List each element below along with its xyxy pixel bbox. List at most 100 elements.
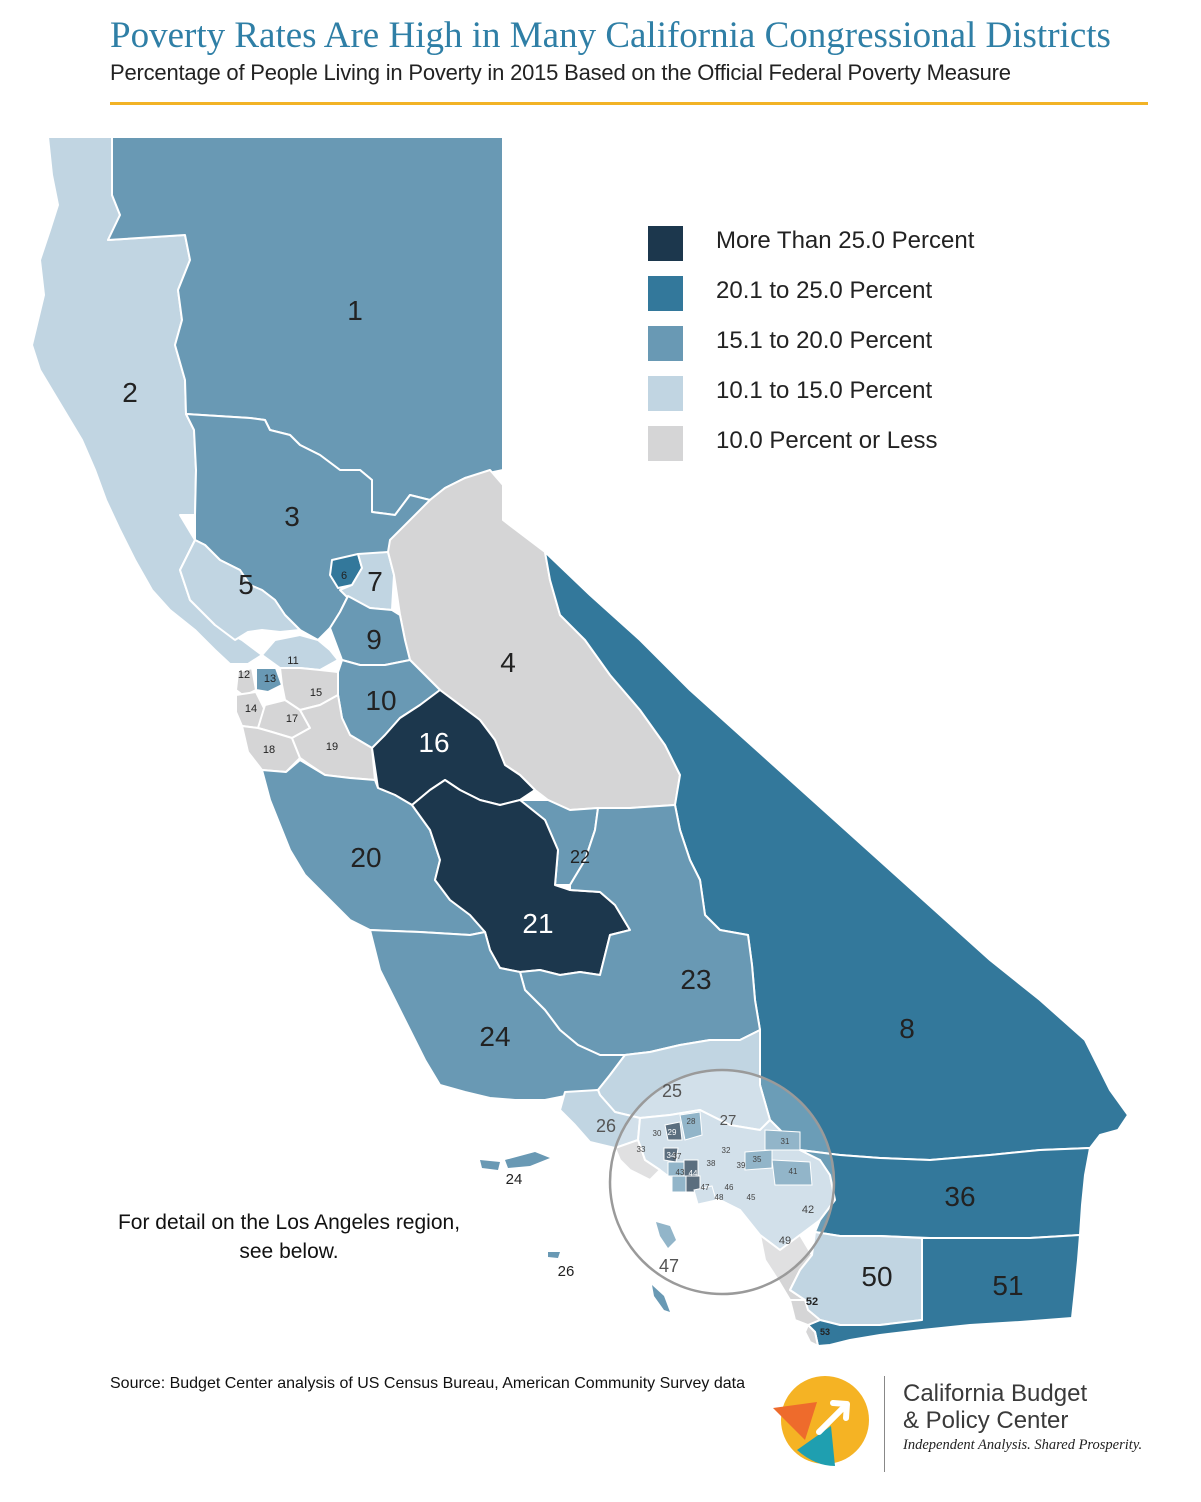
- islands: [480, 1152, 676, 1312]
- logo-orange-wedge: [773, 1402, 817, 1440]
- label-20: 20: [350, 842, 381, 873]
- district-11: [261, 634, 339, 671]
- district-35: [744, 1149, 773, 1171]
- logo-arrow: [816, 1400, 850, 1435]
- district-53: [804, 1324, 819, 1347]
- label-26: 26: [596, 1116, 616, 1136]
- la-detail-districts: [663, 1111, 813, 1205]
- island-26c: [652, 1285, 670, 1312]
- label-43: 43: [676, 1168, 685, 1177]
- label-47: 47: [701, 1183, 710, 1192]
- district-28: [679, 1111, 703, 1141]
- district-number-labels: 1 2 3 4 5 6 7 8 9 10 11 12 13 14 15 17 1…: [122, 295, 1023, 1337]
- label-37: 37: [673, 1152, 682, 1161]
- label-22: 22: [570, 847, 590, 867]
- label-23: 23: [680, 964, 711, 995]
- legend-swatch: [648, 376, 683, 411]
- label-30: 30: [653, 1129, 662, 1138]
- label-21: 21: [522, 908, 553, 939]
- label-24-islands: 24: [506, 1171, 523, 1188]
- la-region-note: For detail on the Los Angeles region, se…: [117, 1211, 461, 1263]
- label-31: 31: [781, 1137, 790, 1146]
- label-28: 28: [687, 1117, 696, 1126]
- district-41: [771, 1159, 813, 1186]
- legend-swatch: [648, 226, 683, 261]
- label-29: 29: [668, 1128, 677, 1137]
- label-6: 6: [341, 570, 347, 582]
- label-5: 5: [238, 569, 254, 600]
- label-17: 17: [286, 713, 298, 725]
- label-41: 41: [789, 1167, 798, 1176]
- label-12: 12: [238, 669, 250, 681]
- label-3: 3: [284, 501, 300, 532]
- org-name: California Budget & Policy Center: [903, 1380, 1088, 1434]
- label-26-islands: 26: [558, 1263, 575, 1280]
- title-rule: [110, 102, 1148, 105]
- district-33: [614, 1139, 661, 1181]
- label-33: 33: [637, 1145, 646, 1154]
- label-32: 32: [722, 1146, 731, 1155]
- org-logo: [773, 1376, 869, 1466]
- island-26b: [656, 1222, 676, 1248]
- org-tagline: Independent Analysis. Shared Prosperity.: [903, 1437, 1143, 1453]
- label-53: 53: [820, 1327, 830, 1337]
- label-27: 27: [720, 1112, 737, 1129]
- label-39: 39: [737, 1161, 746, 1170]
- label-4: 4: [500, 647, 516, 678]
- label-51: 51: [992, 1270, 1023, 1301]
- legend-label: More Than 25.0 Percent: [716, 227, 975, 254]
- legend-label: 10.1 to 15.0 Percent: [716, 377, 933, 404]
- label-47-large: 47: [659, 1256, 679, 1276]
- label-13: 13: [264, 673, 276, 685]
- district-52: [789, 1299, 821, 1326]
- logo-teal-wedge: [797, 1426, 835, 1466]
- label-11: 11: [287, 655, 298, 667]
- source-note: Source: Budget Center analysis of US Cen…: [110, 1375, 745, 1392]
- label-10: 10: [365, 685, 396, 716]
- label-45: 45: [747, 1193, 756, 1202]
- label-7: 7: [367, 566, 383, 597]
- legend-label: 10.0 Percent or Less: [716, 427, 938, 454]
- legend-swatch: [648, 426, 683, 461]
- label-48: 48: [715, 1193, 724, 1202]
- legend-swatch: [648, 276, 683, 311]
- label-25: 25: [662, 1081, 682, 1101]
- district-47: [693, 1185, 717, 1205]
- label-38: 38: [707, 1159, 716, 1168]
- label-36: 36: [944, 1181, 975, 1212]
- la-region-highlight-circle: [608, 1068, 836, 1296]
- label-8: 8: [899, 1013, 915, 1044]
- map-subtitle: Percentage of People Living in Poverty i…: [110, 60, 1011, 85]
- legend-label: 15.1 to 20.0 Percent: [716, 327, 933, 354]
- label-24: 24: [479, 1021, 510, 1052]
- label-49: 49: [779, 1235, 791, 1247]
- label-14: 14: [245, 703, 257, 715]
- district-29: [664, 1121, 683, 1141]
- label-2: 2: [122, 377, 138, 408]
- label-15: 15: [310, 687, 322, 699]
- map-title: Poverty Rates Are High in Many Californi…: [110, 15, 1111, 56]
- district-51: [807, 1234, 1081, 1347]
- island-26a: [548, 1252, 560, 1258]
- district-40: [683, 1159, 699, 1177]
- label-18: 18: [263, 744, 275, 756]
- district-5: [179, 539, 301, 641]
- label-52: 52: [806, 1296, 818, 1308]
- logo-yellow-circle: [781, 1376, 869, 1464]
- legend-swatch: [648, 326, 683, 361]
- island-24b: [505, 1152, 550, 1168]
- label-42: 42: [802, 1204, 814, 1216]
- legend-label: 20.1 to 25.0 Percent: [716, 277, 933, 304]
- district-31: [764, 1129, 801, 1151]
- district-shapes: [31, 136, 1129, 1347]
- label-46: 46: [725, 1183, 734, 1192]
- label-35: 35: [753, 1155, 762, 1164]
- island-24a: [480, 1160, 500, 1170]
- label-16: 16: [418, 727, 449, 758]
- label-9: 9: [366, 624, 382, 655]
- label-34: 34: [667, 1151, 676, 1160]
- district-13: [255, 667, 283, 693]
- org-divider: [884, 1376, 885, 1472]
- label-50: 50: [861, 1261, 892, 1292]
